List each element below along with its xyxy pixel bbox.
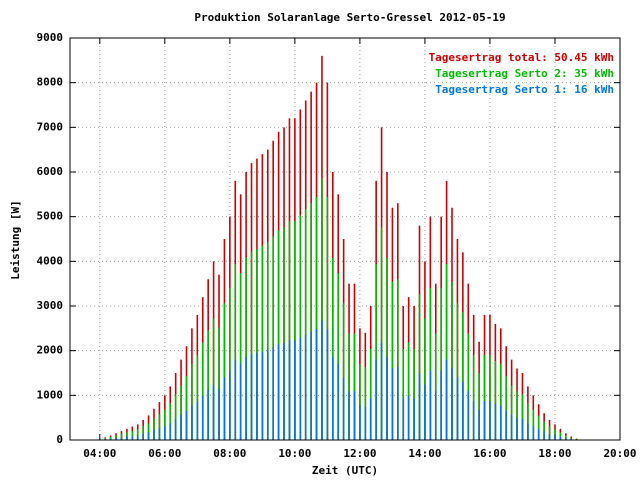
chart-title: Produktion Solaranlage Serto-Gressel 201…: [194, 11, 505, 24]
legend-entry: Tagesertrag Serto 1: 16 kWh: [435, 83, 614, 96]
y-tick-label: 6000: [37, 165, 64, 178]
y-tick-label: 2000: [37, 344, 64, 357]
y-tick-label: 4000: [37, 254, 64, 267]
y-tick-label: 1000: [37, 388, 64, 401]
x-tick-label: 04:00: [83, 447, 116, 460]
legend-entry: Tagesertrag total: 50.45 kWh: [429, 51, 614, 64]
legend-entry: Tagesertrag Serto 2: 35 kWh: [435, 67, 614, 80]
x-tick-label: 06:00: [148, 447, 181, 460]
x-tick-label: 10:00: [278, 447, 311, 460]
x-tick-label: 12:00: [343, 447, 376, 460]
x-tick-label: 18:00: [538, 447, 571, 460]
x-tick-label: 08:00: [213, 447, 246, 460]
y-axis-label: Leistung [W]: [9, 200, 22, 279]
y-tick-label: 9000: [37, 31, 64, 44]
x-tick-label: 16:00: [473, 447, 506, 460]
y-tick-label: 0: [56, 433, 63, 446]
x-tick-label: 14:00: [408, 447, 441, 460]
y-tick-label: 7000: [37, 120, 64, 133]
y-tick-label: 3000: [37, 299, 64, 312]
y-tick-label: 8000: [37, 76, 64, 89]
x-tick-label: 20:00: [603, 447, 636, 460]
y-tick-label: 5000: [37, 210, 64, 223]
x-axis-label: Zeit (UTC): [312, 464, 378, 477]
plot-border: [69, 37, 621, 441]
